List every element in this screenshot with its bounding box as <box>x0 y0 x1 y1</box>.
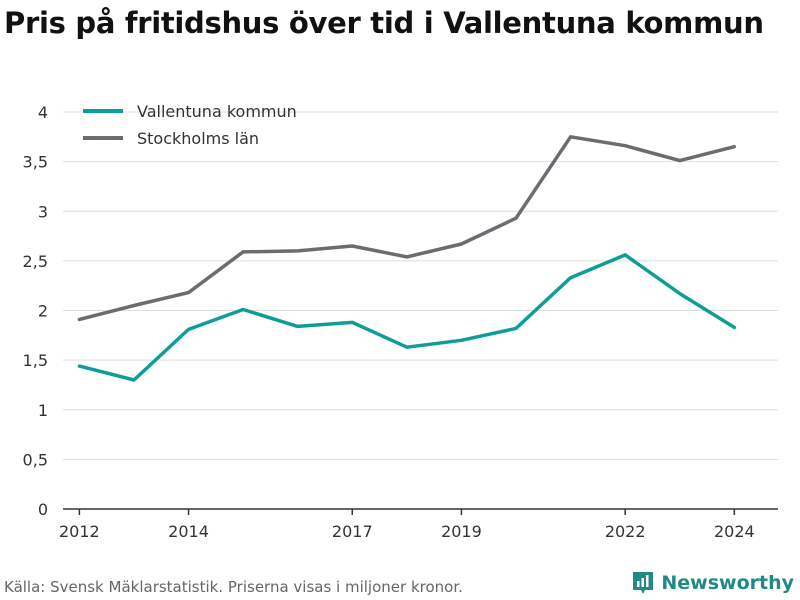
newsworthy-logo-icon <box>633 572 654 594</box>
y-tick-label: 3 <box>38 202 48 221</box>
y-tick-label: 1,5 <box>23 351 48 370</box>
x-tick-label: 2024 <box>714 522 755 541</box>
y-tick-label: 4 <box>38 103 48 122</box>
y-tick-label: 0,5 <box>23 450 48 469</box>
source-note: Källa: Svensk Mäklarstatistik. Priserna … <box>4 578 463 596</box>
legend: Vallentuna kommun Stockholms län <box>83 102 297 148</box>
x-tick-label: 2012 <box>59 522 100 541</box>
x-tick-label: 2017 <box>332 522 373 541</box>
legend-label: Stockholms län <box>137 129 259 148</box>
brand-logo[interactable]: Newsworthy <box>631 570 794 596</box>
x-tick-label: 2014 <box>168 522 209 541</box>
y-tick-label: 1 <box>38 401 48 420</box>
y-tick-label: 2,5 <box>23 252 48 271</box>
grid <box>63 111 778 460</box>
y-tick-label: 2 <box>38 302 48 321</box>
y-tick-label: 3,5 <box>23 153 48 172</box>
x-tick-label: 2022 <box>605 522 646 541</box>
series-lines <box>77 135 737 382</box>
brand-name: Newsworthy <box>661 572 794 594</box>
x-axis: 2012 2014 2017 2019 2022 2024 <box>59 508 778 541</box>
y-axis-ticks: 0 0,5 1 1,5 2 2,5 3 3,5 4 <box>23 103 48 519</box>
series-line <box>77 135 737 322</box>
chart-title: Pris på fritidshus över tid i Vallentuna… <box>4 6 764 40</box>
y-tick-label: 0 <box>38 500 48 519</box>
x-tick-label: 2019 <box>441 522 482 541</box>
legend-label: Vallentuna kommun <box>137 102 297 121</box>
series-line <box>77 253 737 382</box>
